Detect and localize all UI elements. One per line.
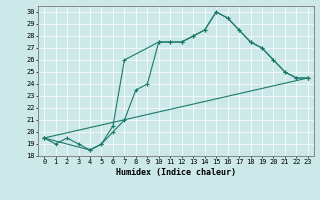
X-axis label: Humidex (Indice chaleur): Humidex (Indice chaleur) (116, 168, 236, 177)
